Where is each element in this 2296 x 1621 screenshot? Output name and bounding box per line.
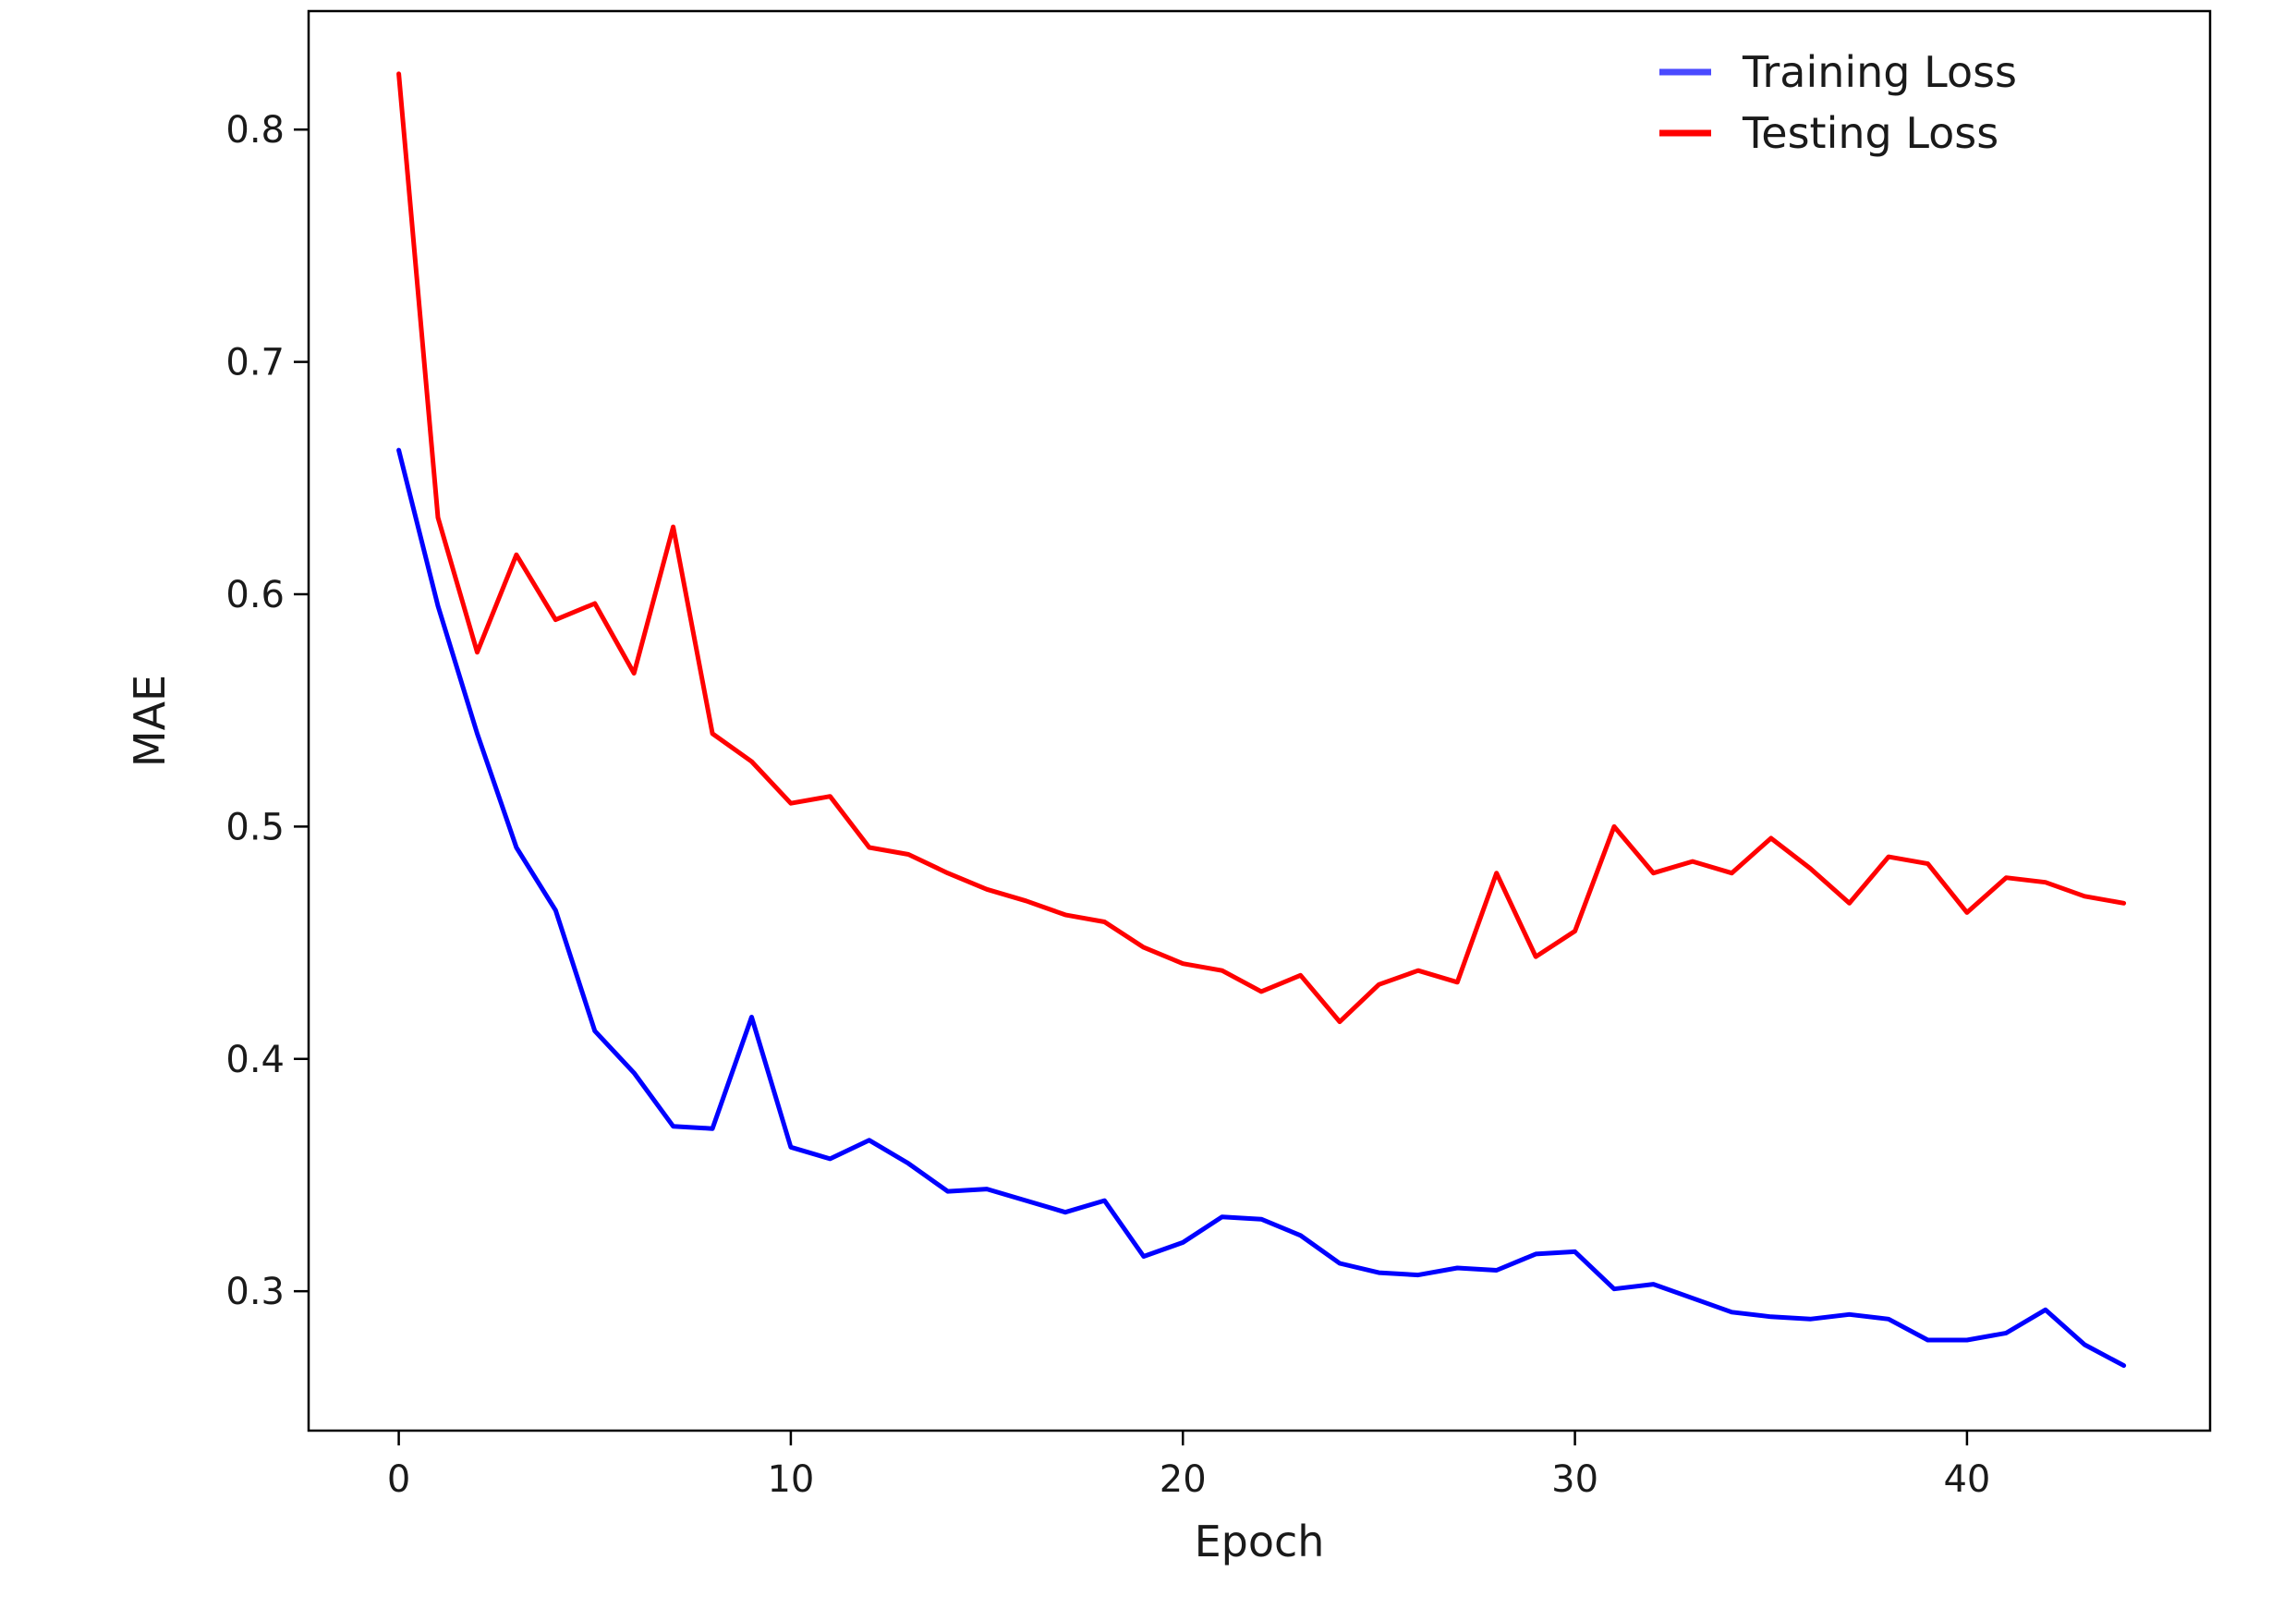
x-tick-label: 20 (1160, 1458, 1207, 1501)
plot-lines (396, 71, 2127, 1369)
legend: Training Loss Testing Loss (1659, 47, 2017, 158)
legend-label: Training Loss (1742, 47, 2017, 97)
plot-frame (307, 9, 2212, 1432)
y-axis-label: MAE (125, 675, 175, 767)
x-tick-label: 30 (1551, 1458, 1598, 1501)
series-line-testing-loss (396, 71, 2127, 1025)
y-tick-label: 0.7 (225, 342, 285, 384)
y-tick-label: 0.5 (225, 806, 285, 848)
y-tick-label: 0.8 (225, 109, 285, 152)
legend-label: Testing Loss (1742, 108, 1998, 158)
x-tick-label: 40 (1943, 1458, 1990, 1501)
x-tick-label: 10 (767, 1458, 814, 1501)
y-tick-label: 0.3 (225, 1271, 285, 1313)
x-axis-ticks: 0 10 20 30 40 (387, 1431, 1990, 1501)
y-axis-ticks: 0.3 0.4 0.5 0.6 0.7 0.8 (225, 109, 309, 1313)
y-tick-label: 0.4 (225, 1039, 285, 1081)
y-tick-label: 0.6 (225, 574, 285, 616)
series-line-training-loss (396, 447, 2127, 1369)
x-axis-label: Epoch (1195, 1517, 1325, 1566)
x-tick-label: 0 (387, 1458, 410, 1501)
